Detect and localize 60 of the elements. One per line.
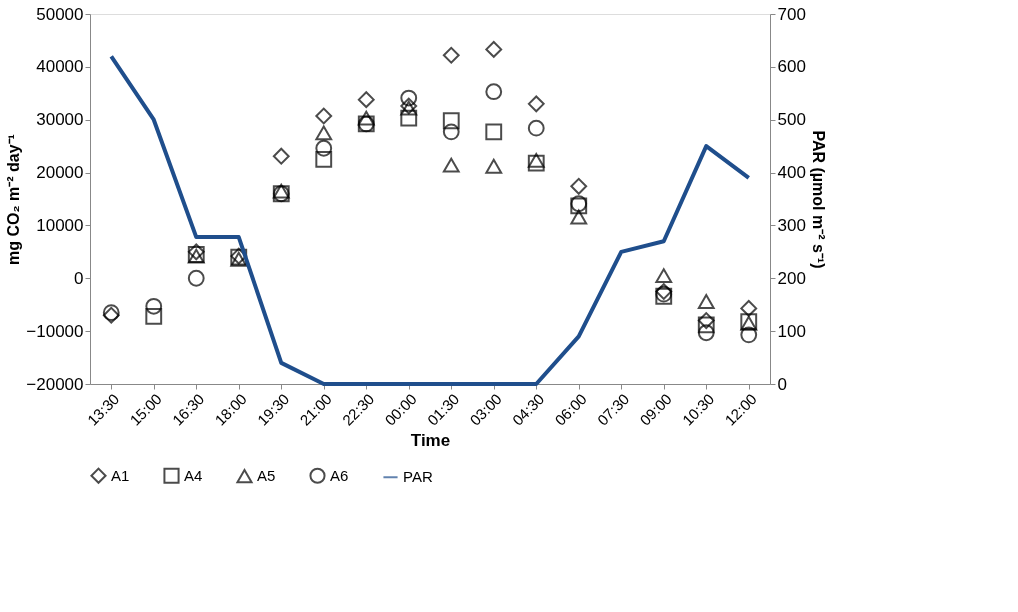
y2-tick-label: 100 — [777, 321, 806, 341]
x-axis-title: Time — [410, 430, 451, 450]
y-tick-label: 40000 — [36, 57, 84, 77]
y-tick-label: 10000 — [36, 215, 84, 235]
point — [527, 119, 545, 137]
point — [740, 326, 758, 344]
legend-label: A6 — [330, 466, 349, 484]
legend-label: PAR — [403, 468, 433, 486]
point — [442, 112, 460, 130]
point — [485, 41, 503, 58]
point — [740, 300, 758, 317]
y2-tick-label: 200 — [777, 268, 806, 288]
legend-label: A1 — [111, 466, 130, 484]
point — [442, 46, 460, 64]
y-tick-label: −20000 — [26, 374, 84, 394]
y-tick-label: 30000 — [36, 110, 84, 130]
y2-tick-label: 500 — [777, 110, 806, 130]
y-tick-label: 0 — [74, 268, 84, 288]
point — [527, 154, 545, 172]
point — [272, 147, 290, 165]
point — [485, 83, 503, 101]
legend-label: A4 — [184, 466, 203, 484]
point — [400, 109, 418, 127]
point — [357, 91, 375, 109]
point — [315, 125, 333, 141]
point — [400, 89, 418, 107]
y-axis-title: mg CO₂ m⁻² day⁻¹ — [5, 134, 23, 265]
point — [442, 123, 460, 141]
y2-tick-label: 0 — [777, 374, 787, 394]
point — [315, 150, 333, 168]
line-series — [109, 54, 751, 386]
y2-tick-label: 600 — [777, 57, 806, 77]
point — [697, 294, 715, 309]
y-tick-label: −10000 — [26, 321, 84, 341]
y-tick-label: 20000 — [36, 163, 84, 183]
point — [230, 251, 248, 267]
y-tick-label: 50000 — [36, 4, 84, 24]
point — [145, 307, 163, 325]
y2-tick-label: 300 — [777, 215, 806, 235]
point — [315, 139, 333, 157]
point — [145, 297, 163, 315]
point — [697, 316, 715, 334]
point — [697, 324, 715, 342]
y2-axis-title: PAR (µmol m⁻² s⁻¹) — [809, 130, 827, 269]
point — [485, 158, 503, 174]
point — [697, 312, 715, 329]
point — [187, 269, 205, 287]
point — [272, 183, 290, 199]
legend-label: A5 — [257, 467, 276, 485]
point — [655, 268, 673, 284]
y2-tick-label: 400 — [777, 163, 806, 183]
point — [570, 209, 588, 225]
point — [357, 110, 375, 126]
point — [442, 157, 460, 173]
point — [527, 152, 545, 168]
point — [485, 123, 503, 141]
point — [527, 95, 545, 113]
y2-tick-label: 700 — [777, 4, 806, 24]
point — [570, 177, 588, 195]
point — [315, 107, 333, 125]
